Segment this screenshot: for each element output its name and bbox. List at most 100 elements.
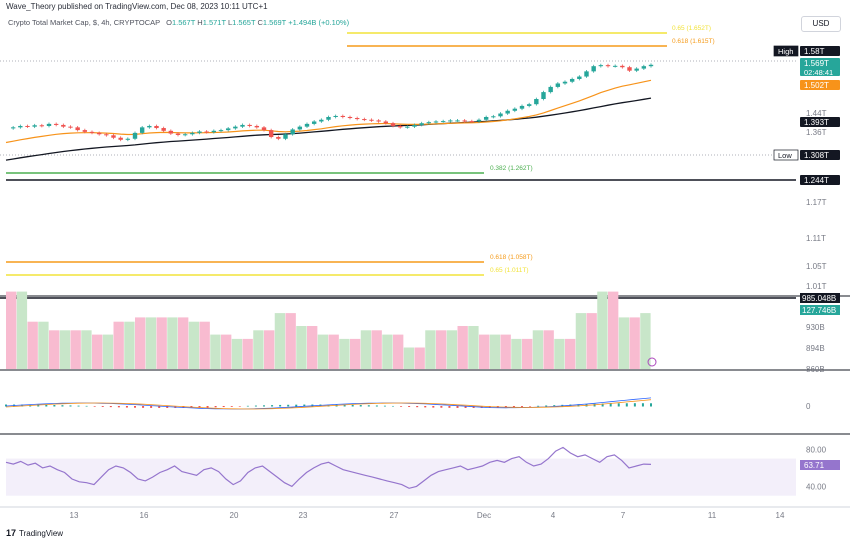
macd-histogram-bar (359, 405, 362, 407)
symbol-label[interactable]: Crypto Total Market Cap, $, 4h, CRYPTOCA… (8, 18, 161, 27)
candle-body (340, 115, 346, 117)
publisher-line: Wave_Theory published on TradingView.com… (6, 2, 268, 11)
candle-body (526, 104, 532, 106)
candle-body (383, 121, 389, 124)
volume-bar (414, 347, 425, 369)
volume-bar (565, 338, 576, 369)
candle-body (462, 120, 467, 122)
volume-bar (640, 313, 651, 369)
candle-body (333, 115, 338, 117)
volume-bar (360, 330, 372, 369)
volume-bar (511, 338, 522, 369)
macd-histogram-bar (206, 406, 209, 408)
volume-bar (6, 291, 17, 369)
macd-histogram-bar (521, 406, 523, 407)
candle-body (96, 132, 102, 135)
macd-zero-tick: 0 (806, 402, 811, 411)
macd-histogram-bar (109, 406, 112, 408)
macd-histogram-bar (21, 404, 24, 407)
candle-body (89, 131, 95, 133)
volume-bar (393, 334, 404, 369)
candle-body (440, 121, 446, 123)
volume-bar (586, 313, 597, 369)
candle-body (555, 83, 561, 87)
macd-histogram-bar (45, 404, 48, 407)
volume-bar (532, 330, 544, 369)
candle-body (276, 137, 281, 139)
candle-body (491, 116, 496, 118)
candle-body (268, 130, 274, 138)
macd-histogram-bar (125, 406, 128, 408)
candle-body (247, 124, 252, 126)
price-tag-label: 1.569T (804, 59, 829, 68)
high-value: 1.571T (202, 18, 226, 27)
low-value: 1.565T (232, 18, 256, 27)
volume-bar (457, 326, 468, 369)
volume-bar (253, 330, 264, 369)
volume-bar (328, 334, 339, 369)
macd-histogram-bar (448, 406, 451, 408)
volume-bar (102, 334, 114, 369)
currency-button[interactable]: USD (801, 16, 841, 32)
volume-bar (618, 317, 630, 369)
candle-body (390, 123, 396, 126)
high-low-tag-label: Low (778, 151, 792, 160)
low-key: L (228, 18, 233, 27)
rsi-tick-40: 40.00 (806, 482, 827, 491)
x-tick-label: 11 (708, 511, 717, 520)
macd-histogram-bar (5, 404, 7, 407)
macd-histogram-bar (222, 406, 225, 408)
x-tick-label: 23 (299, 511, 308, 520)
countdown-label: 02:48:41 (804, 68, 833, 77)
price-tag-label: 1.244T (804, 176, 829, 185)
price-tag (800, 46, 840, 56)
candle-body (376, 120, 381, 122)
candle-body (254, 125, 260, 128)
candle-body (519, 105, 525, 109)
candle-body (648, 64, 654, 67)
candle-body (512, 108, 518, 111)
x-tick-label: 4 (551, 511, 556, 520)
tradingview-logo-text: TradingView (19, 528, 64, 538)
price-tag (800, 80, 840, 90)
macd-histogram-bar (230, 406, 233, 407)
volume-bar (468, 326, 479, 369)
candle-body (605, 65, 611, 67)
macd-histogram-bar (93, 406, 96, 407)
volume-bar (446, 330, 458, 369)
volume-bar (296, 326, 307, 369)
macd-histogram-bar (263, 405, 265, 407)
candle-body (397, 125, 403, 128)
macd-histogram-bar (214, 406, 217, 408)
candle-body (39, 125, 45, 127)
ema-50-line (5, 79, 652, 144)
price-tag-label: 1.502T (804, 81, 829, 90)
volume-bar (92, 334, 103, 369)
macd-histogram-bar (69, 405, 72, 407)
candle-body (455, 120, 460, 122)
macd-histogram-bar (577, 404, 580, 407)
candle-body (25, 125, 30, 127)
y-tick-label: 1.17T (806, 198, 827, 207)
volume-bar (479, 334, 490, 369)
candle-body (118, 137, 123, 140)
candle-body (61, 124, 66, 127)
candle-body (584, 71, 589, 77)
macd-histogram-bar (512, 406, 515, 408)
rsi-band (6, 458, 796, 496)
candle-body (562, 81, 568, 84)
candle-body (498, 113, 503, 117)
volume-bar (597, 291, 608, 369)
volume-bar (489, 334, 501, 369)
candle-body (598, 65, 604, 67)
fib-label: 0.65 (1.652T) (672, 25, 711, 32)
tradingview-logo-icon: 17 (6, 528, 17, 538)
volume-bar (425, 330, 436, 369)
macd-histogram-bar (424, 406, 427, 408)
x-tick-label: 7 (621, 511, 626, 520)
candle-body (147, 125, 152, 128)
x-tick-label: 14 (776, 511, 785, 520)
close-key: C (257, 18, 263, 27)
candle-body (347, 116, 353, 119)
